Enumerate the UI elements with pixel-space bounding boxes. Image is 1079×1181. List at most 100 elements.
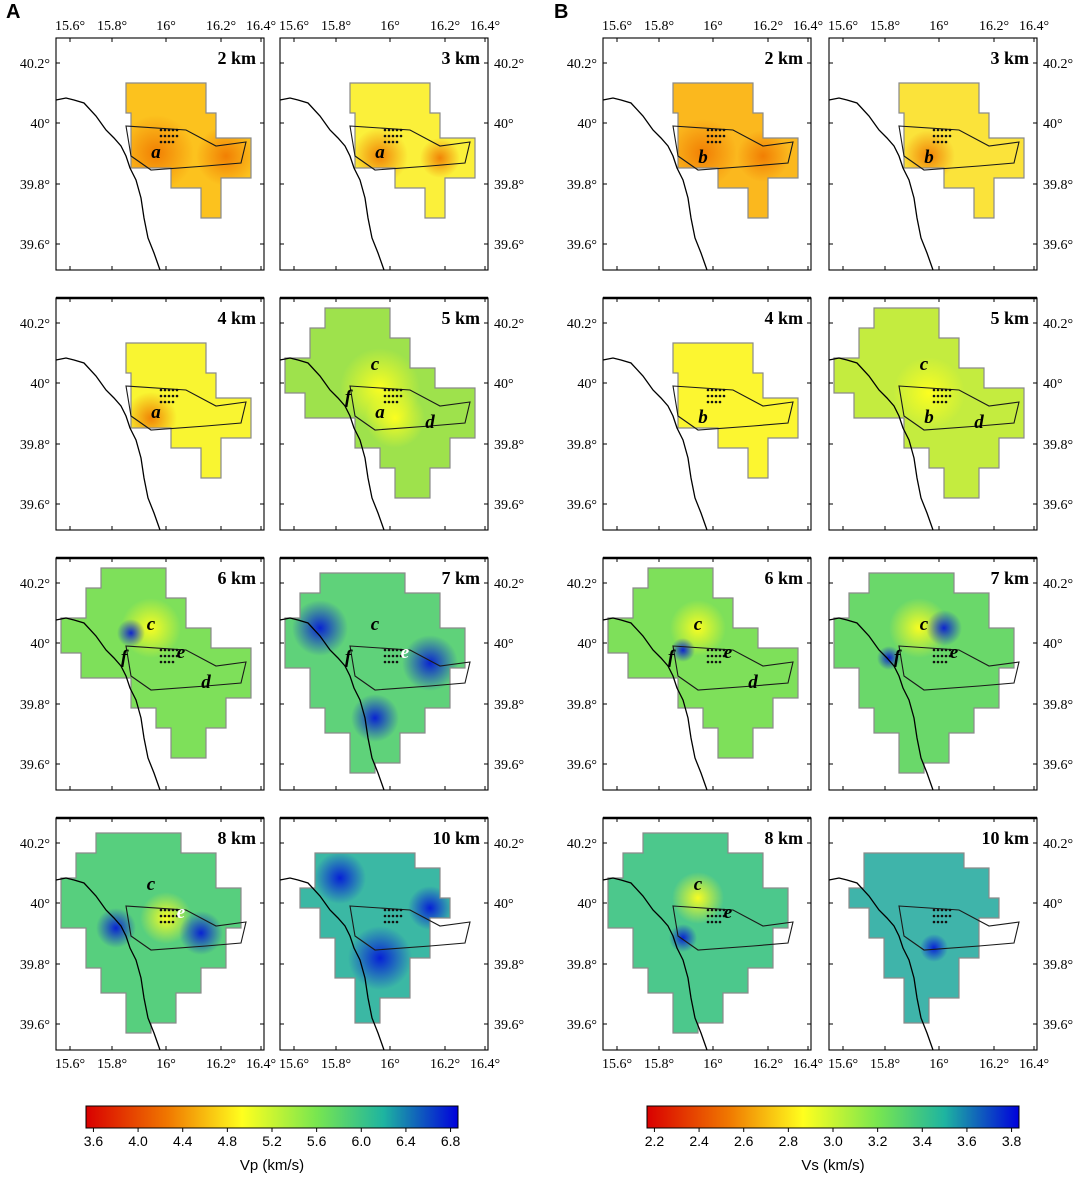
coastline [279, 357, 385, 531]
earthquake-dot [391, 388, 395, 392]
earthquake-dot [936, 400, 940, 404]
lat-tick-label: 40° [494, 117, 514, 132]
earthquake-dot [944, 394, 948, 398]
anomaly-label-c: c [371, 614, 380, 635]
earthquake-dot [948, 908, 952, 912]
earthquake-dot [932, 400, 936, 404]
earthquake-dot [722, 914, 726, 918]
earthquake-dot [936, 914, 940, 918]
earthquake-dot [944, 128, 948, 132]
earthquake-dot [710, 920, 714, 924]
colorbar-tick-label: 5.2 [262, 1133, 282, 1149]
lat-tick-label: 39.6° [20, 498, 50, 513]
earthquake-dot [163, 134, 167, 138]
earthquake-dot [944, 908, 948, 912]
colorbar-A: 3.6 4.0 4.4 4.8 5.2 5.6 6.0 6.4 6.8 Vp (km/s) [84, 1105, 461, 1174]
earthquake-dot [932, 908, 936, 912]
anomaly-label-a: a [375, 142, 385, 163]
earthquake-dot [932, 134, 936, 138]
lat-tick-label: 40° [577, 897, 597, 912]
earthquake-dot [383, 654, 387, 658]
map-frame [55, 37, 265, 271]
lat-tick-label: 39.8° [494, 958, 524, 973]
depth-label: 4 km [217, 308, 256, 328]
velocity-contour [672, 645, 794, 691]
earthquake-dot [710, 388, 714, 392]
earthquake-dot [936, 648, 940, 652]
lat-tick-label: 39.8° [20, 178, 50, 193]
coastline [279, 97, 385, 271]
earthquake-dot [932, 128, 936, 132]
colorbar-tick-label: 6.4 [396, 1133, 416, 1149]
velocity-contour [672, 125, 794, 171]
earthquake-dot [940, 140, 944, 144]
lat-tick-label: 39.8° [20, 958, 50, 973]
anomaly-label-d: d [748, 672, 758, 693]
coastline [602, 877, 708, 1051]
earthquake-dot [167, 920, 171, 924]
earthquake-dot [940, 134, 944, 138]
lon-tick-label: 15.6° [279, 19, 309, 34]
lat-tick-label: 39.8° [1043, 178, 1073, 193]
lat-tick-label: 39.6° [1043, 758, 1073, 773]
earthquake-dot [171, 400, 175, 404]
lat-tick-label: 39.6° [494, 1018, 524, 1033]
earthquake-dot [383, 920, 387, 924]
anomaly-label-e: e [950, 642, 959, 663]
map-panel-A-5km: 5 km cf a d 40.2° 40° 39.8° 39.6° [279, 296, 524, 531]
earthquake-dot [706, 660, 710, 664]
earthquake-dot [391, 660, 395, 664]
earthquake-dot [391, 914, 395, 918]
lat-tick-label: 40.2° [494, 57, 524, 72]
earthquake-dot [399, 648, 403, 652]
earthquake-dot [171, 914, 175, 918]
resolution-outline [125, 342, 252, 479]
lat-tick-label: 40.2° [567, 577, 597, 592]
earthquake-dot [710, 648, 714, 652]
panel-letter-B: B [554, 1, 568, 23]
earthquake-dot [936, 134, 940, 138]
earthquake-dot [159, 140, 163, 144]
earthquake-dot [391, 908, 395, 912]
colorbar-tick-label: 2.6 [734, 1133, 754, 1149]
earthquake-dot [399, 908, 403, 912]
earthquake-dot [383, 128, 387, 132]
earthquake-dot [399, 134, 403, 138]
coastline [828, 877, 934, 1051]
lat-tick-label: 40° [1043, 117, 1063, 132]
anomaly-label-f: f [668, 647, 676, 668]
earthquake-dot [944, 134, 948, 138]
earthquake-dot [940, 660, 944, 664]
earthquake-dot [395, 128, 399, 132]
lat-tick-label: 39.8° [1043, 958, 1073, 973]
earthquake-dot [718, 660, 722, 664]
lon-tick-label: 15.8° [870, 19, 900, 34]
earthquake-dot [714, 128, 718, 132]
colorbar-tick-label: 6.0 [352, 1133, 372, 1149]
earthquake-dot [706, 914, 710, 918]
colorbar-gradient [85, 1105, 459, 1129]
earthquake-dot [714, 920, 718, 924]
lat-tick-label: 40° [577, 117, 597, 132]
resolution-outline [60, 567, 252, 759]
earthquake-dot [175, 908, 179, 912]
lat-tick-label: 39.8° [494, 438, 524, 453]
velocity-contour [349, 385, 471, 431]
earthquake-dot [706, 134, 710, 138]
resolution-outline [284, 572, 466, 774]
earthquake-dot [714, 908, 718, 912]
earthquake-dot [718, 400, 722, 404]
colorbar-tick-label: 5.6 [307, 1133, 327, 1149]
depth-label: 6 km [217, 568, 256, 588]
lon-tick-label: 15.8° [870, 1057, 900, 1072]
lat-tick-label: 39.8° [1043, 438, 1073, 453]
earthquake-dot [718, 140, 722, 144]
earthquake-dot [948, 914, 952, 918]
depth-label: 2 km [217, 48, 256, 68]
velocity-contour [125, 125, 247, 171]
anomaly-label-a: a [151, 142, 161, 163]
earthquake-dot [395, 388, 399, 392]
anomaly-label-f: f [894, 647, 902, 668]
earthquake-dot [399, 654, 403, 658]
earthquake-dot [718, 654, 722, 658]
